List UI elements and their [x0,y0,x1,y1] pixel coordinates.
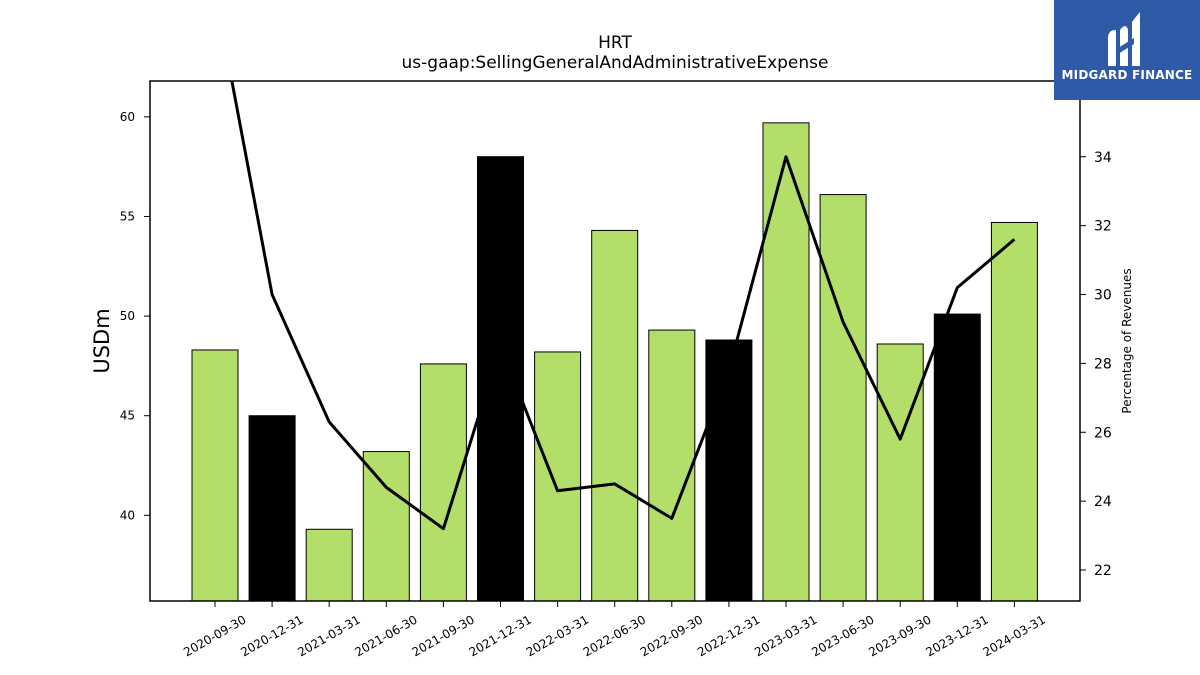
chart-subtitle: us-gaap:SellingGeneralAndAdministrativeE… [402,53,829,73]
bar-2022-06-30 [591,229,639,602]
y-tick-label-left: 60 [120,110,135,124]
bar-2023-12-31 [933,313,981,602]
logo-text: MIDGARD FINANCE [1061,68,1193,82]
x-tick-label: 2024-03-31 [980,612,1047,659]
bar-2020-09-30 [191,349,239,602]
y-tick-label-right: 28 [1094,356,1112,372]
y-tick-label-right: 34 [1094,150,1112,166]
y-tick-label-left: 50 [120,309,135,323]
bar-2020-12-31 [248,415,296,602]
x-axis-ticks: 2020-09-302020-12-312021-03-312021-06-30… [181,601,1048,659]
x-tick-label: 2022-03-31 [524,612,591,659]
y-tick-label-right: 24 [1094,494,1112,510]
x-tick-label: 2023-06-30 [809,612,876,659]
x-tick-label: 2021-09-30 [409,612,476,659]
bar-2022-03-31 [534,351,582,602]
midgard-logo-icon [1108,12,1140,66]
y-tick-label-right: 26 [1094,425,1112,441]
x-tick-label: 2020-12-31 [238,612,305,659]
x-tick-label: 2021-06-30 [352,612,419,659]
x-tick-label: 2021-03-31 [295,612,362,659]
y-tick-label-left: 45 [120,409,135,423]
x-tick-label: 2022-12-31 [695,612,762,659]
line-group [230,81,1016,531]
x-tick-label: 2023-12-31 [923,612,990,659]
y-tick-label-right: 22 [1094,563,1112,579]
y-tick-label-right: 32 [1094,219,1112,235]
bar-2021-12-31 [477,156,524,602]
y-axis-left-label: USDm [90,308,114,373]
midgard-finance-logo: MIDGARD FINANCE [1054,0,1200,100]
bar-2022-09-30 [648,329,696,602]
bar-2023-03-31 [762,122,810,602]
y-axis-right-ticks: 22 24 26 28 30 32 34 [1080,150,1112,579]
plot-frame [149,80,1081,602]
x-tick-label: 2022-09-30 [638,612,705,659]
bars-group [191,122,1038,602]
y-tick-label-left: 40 [120,508,135,522]
y-axis-right-label: Percentage of Revenues [1120,268,1134,413]
bar-2021-06-30 [362,451,410,602]
y-tick-label-left: 55 [120,209,135,223]
bar-2021-03-31 [305,528,353,602]
bar-2023-09-30 [876,343,924,602]
x-tick-label: 2021-12-31 [467,612,534,659]
x-tick-label: 2022-06-30 [581,612,648,659]
bar-2024-03-31 [990,221,1038,602]
x-tick-label: 2020-09-30 [181,612,248,659]
percentage-line [230,81,1016,531]
bar-2023-06-30 [819,194,867,602]
bar-2022-12-31 [705,339,753,602]
bar-2021-09-30 [419,363,467,602]
x-tick-label: 2023-03-31 [752,612,819,659]
x-tick-label: 2023-09-30 [866,612,933,659]
chart-title: HRT [598,33,632,53]
y-axis-left-ticks: 40 45 50 55 60 [120,110,150,522]
y-tick-label-right: 30 [1094,288,1112,304]
